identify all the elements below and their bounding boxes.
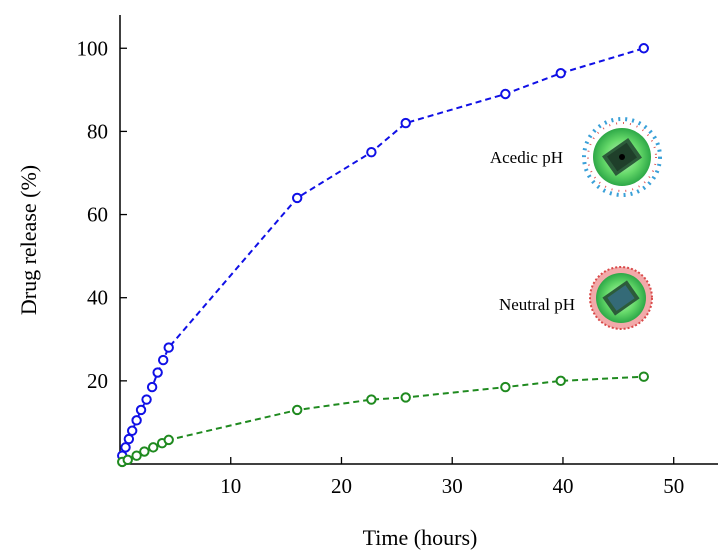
data-point [139,446,150,457]
x-axis-title: Time (hours) [363,525,478,550]
data-point [400,117,411,129]
data-point [400,392,411,403]
x-tick-label: 50 [663,474,684,498]
acidic-label: Acedic pH [490,148,563,167]
data-point [555,375,566,387]
y-tick-label: 40 [87,286,108,310]
x-tick-label: 10 [220,474,241,498]
y-tick-label: 60 [87,203,108,227]
x-tick-label: 30 [442,474,463,498]
data-point [126,425,138,436]
y-tick-label: 100 [77,36,109,60]
data-point [148,442,159,453]
data-point [120,442,131,453]
series-1 [117,371,650,468]
data-point [135,404,147,416]
axes [119,15,718,465]
data-point [157,354,169,366]
ticks: 10 20 30 40 50 20 40 60 80 100 [77,36,685,498]
data-point [638,43,650,54]
data-point [366,146,377,158]
series-layer [117,43,650,468]
x-tick-label: 40 [552,474,573,498]
data-point [131,415,142,426]
data-point [500,88,511,100]
series-line [121,47,645,457]
neutral-nanoparticle-icon [589,266,653,330]
y-tick-label: 80 [87,119,108,143]
data-point [163,434,174,446]
neutral-label: Neutral pH [499,295,575,314]
data-point [638,371,650,382]
series-0 [117,43,650,461]
data-point [555,68,566,79]
acidic-nanoparticle-icon [582,117,662,197]
data-point [141,394,152,405]
data-point [291,192,303,204]
data-point [500,381,511,393]
data-point [131,450,142,461]
data-point [163,342,174,353]
data-point [146,381,158,393]
data-point [366,394,377,405]
x-tick-label: 20 [331,474,352,498]
data-point [122,454,133,466]
data-point [123,433,135,445]
series-line [121,375,644,463]
y-tick-label: 20 [87,369,108,393]
data-point [291,404,303,416]
data-point [152,367,163,378]
y-axis-title: Drug release (%) [16,165,41,315]
